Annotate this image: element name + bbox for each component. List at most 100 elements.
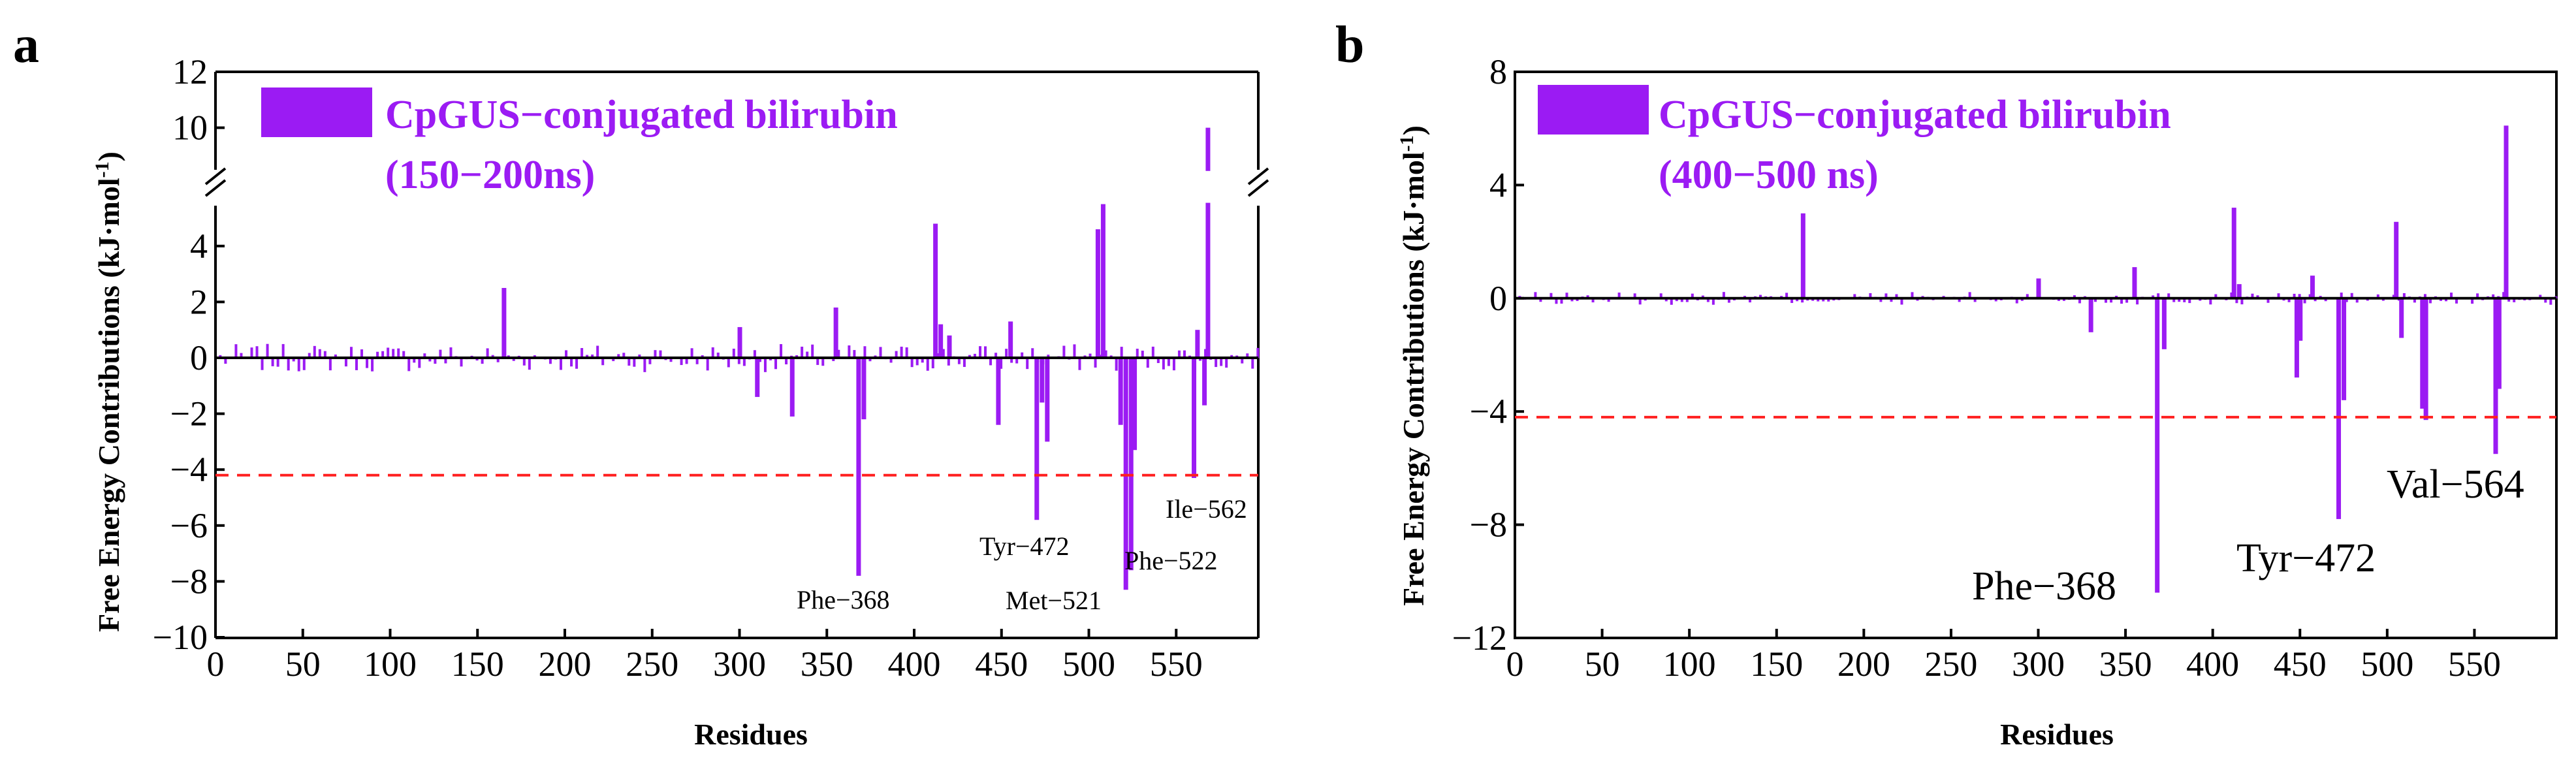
bar-b-residue-475 [2342, 298, 2347, 400]
small-bar-a [1151, 346, 1154, 358]
small-bar-a [512, 358, 515, 361]
small-bar-a [837, 349, 840, 358]
x-tick-label-b-100: 100 [1663, 644, 1716, 684]
small-bar-b [2078, 298, 2081, 304]
small-bar-a [366, 358, 369, 368]
small-bar-b [2439, 298, 2442, 301]
small-bar-a [905, 347, 908, 358]
small-bar-b [2209, 298, 2212, 305]
small-bar-a [706, 358, 709, 371]
small-bar-a [617, 354, 620, 358]
small-bar-a [1026, 358, 1029, 370]
small-bar-a [643, 358, 646, 372]
small-bar-b [2445, 298, 2448, 302]
y-tick-label-b--8: −8 [1470, 505, 1507, 545]
small-bar-a [1141, 351, 1144, 358]
bar-a-residue-518 [1118, 358, 1123, 425]
small-bar-b [2544, 298, 2547, 303]
small-bar-a [334, 354, 337, 358]
tick-group-a: 0 50 100 150 200 250 300 350 400 450 500 550 12 10 4 2 0… [153, 52, 1203, 684]
small-bar-a [250, 347, 253, 358]
small-bar-b [2513, 298, 2516, 302]
small-bar-a [801, 346, 804, 358]
small-bar-a [261, 358, 264, 370]
annotation-tyr-472-b: Tyr−472 [2236, 536, 2376, 580]
small-bar-a [654, 350, 657, 358]
small-bar-b [2423, 294, 2426, 299]
panel-label-b: b [1335, 16, 1365, 74]
small-bar-a [732, 348, 735, 358]
y-tick-label-a-10: 10 [172, 108, 208, 148]
small-bar-b [2136, 298, 2139, 305]
annotation-phe-368-b: Phe−368 [1972, 564, 2116, 609]
small-bar-a [742, 358, 746, 366]
small-bar-b [2277, 293, 2280, 299]
bar-b-residue-448 [2294, 298, 2299, 378]
small-bar-a [434, 358, 437, 364]
legend-label-a-line2: (150−200ns) [385, 153, 595, 197]
small-bar-a [915, 358, 919, 366]
small-bar-a [1162, 358, 1165, 370]
small-bar-b [2392, 294, 2395, 299]
bar-b-residue-564 [2496, 298, 2502, 389]
bar-b-residue-355 [2132, 267, 2137, 298]
small-bar-a [716, 352, 720, 358]
small-bar-a [308, 353, 311, 358]
tick-group-b: 0 50 100 150 200 250 300 350 400 450 500 550 8 4 0 −4 −8… [1452, 52, 2501, 684]
small-bar-a [313, 345, 316, 358]
y-tick-label-b-8: 8 [1489, 52, 1507, 91]
small-bar-b [1884, 293, 1888, 299]
small-bar-a [387, 347, 390, 358]
small-bar-a [224, 358, 227, 364]
small-bar-a [1000, 358, 1003, 369]
small-bar-b [2057, 298, 2060, 301]
small-bar-a [612, 358, 615, 362]
small-bar-b [2376, 294, 2379, 299]
small-bar-a [266, 343, 269, 358]
small-bar-b [1749, 298, 1752, 303]
break-mark-right-1 [1247, 167, 1269, 185]
bar-a-residue-448 [996, 358, 1001, 425]
small-bar-b [2350, 293, 2353, 299]
small-bar-a [1120, 347, 1123, 358]
small-bar-b [1900, 298, 1903, 305]
small-bar-a [962, 358, 966, 367]
bar-a-residue-505 [1095, 229, 1100, 358]
small-bar-a [628, 358, 631, 366]
small-bar-a [989, 358, 993, 366]
bar-a-residue-568 [1205, 127, 1211, 358]
bar-a-residue-521 [1123, 358, 1128, 590]
small-bar-a [570, 358, 573, 367]
y-tick-label-a-12: 12 [172, 52, 208, 91]
small-bar-a [942, 349, 945, 358]
bar-a-residue-330 [789, 358, 795, 417]
bars-a [501, 127, 1212, 590]
small-bar-b [1869, 293, 1872, 299]
small-bar-b [1550, 293, 1553, 299]
small-bar-b [2172, 298, 2176, 302]
small-bar-a [816, 358, 819, 365]
small-bar-b [2125, 298, 2129, 303]
bar-a-residue-310 [755, 358, 760, 397]
x-tick-label-b-400: 400 [2186, 644, 2239, 684]
small-bar-b [2428, 298, 2432, 304]
small-bar-a [832, 358, 835, 362]
small-bar-b [1817, 298, 1820, 302]
small-bar-b [2287, 298, 2291, 302]
x-tick-label-a-250: 250 [626, 644, 678, 684]
small-bar-a [879, 347, 882, 358]
small-bar-b [1968, 292, 1971, 299]
small-bar-a [659, 350, 662, 358]
small-bar-b [1895, 294, 1898, 299]
small-bar-b [2062, 298, 2065, 301]
small-bar-b [2251, 293, 2254, 299]
small-bar-a [1073, 344, 1076, 358]
small-bar-a [522, 358, 526, 366]
small-bar-a [1183, 350, 1186, 358]
small-bar-a [895, 351, 898, 358]
small-bar-b [1576, 298, 1579, 301]
small-bar-a [559, 358, 562, 370]
break-mark-right-2 [1247, 179, 1269, 197]
small-bar-a [1225, 358, 1228, 368]
x-tick-label-a-400: 400 [888, 644, 941, 684]
